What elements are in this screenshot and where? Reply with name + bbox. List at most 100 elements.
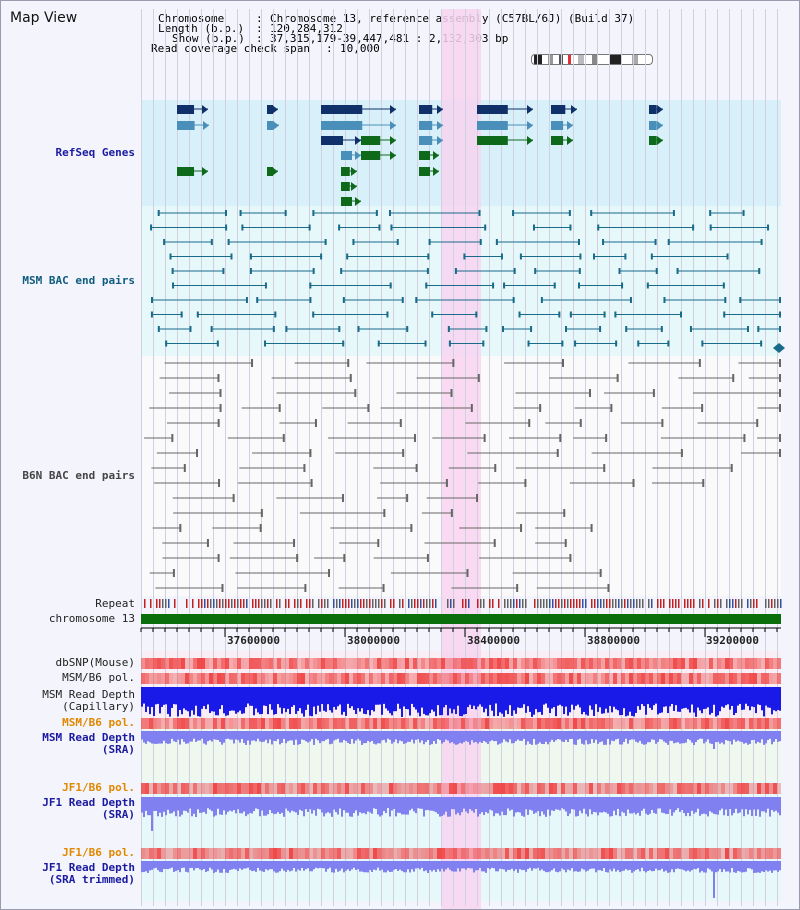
snp-density-segment: [537, 673, 541, 684]
read-depth-bar: [771, 861, 773, 873]
read-depth-bar: [483, 731, 485, 741]
repeat-feature: [684, 599, 686, 608]
read-depth-bar: [353, 861, 355, 868]
msm-bac-end: [482, 340, 485, 347]
read-depth-bar: [203, 797, 205, 812]
repeat-feature: [237, 599, 239, 608]
repeat-feature: [213, 599, 215, 608]
read-depth-bar: [643, 861, 645, 872]
msm-bac-end: [593, 253, 596, 260]
read-depth-bar: [661, 687, 663, 713]
snp-density-segment: [397, 658, 401, 669]
read-depth-bar: [475, 731, 477, 742]
read-depth-bar: [591, 861, 593, 869]
msm-bac-end: [519, 253, 522, 260]
read-depth-bar: [759, 861, 761, 873]
snp-density-segment: [309, 783, 313, 794]
snp-density-segment: [537, 783, 541, 794]
snp-density-segment: [513, 673, 517, 684]
snp-density-segment: [449, 658, 453, 669]
gene-strand-arrow: [351, 167, 357, 176]
snp-density-segment: [737, 783, 741, 794]
repeat-feature: [360, 599, 362, 608]
snp-density-segment: [329, 658, 333, 669]
read-depth-bar: [317, 687, 319, 706]
read-depth-bar: [465, 861, 467, 870]
snp-density-segment: [521, 658, 525, 669]
msm-bac-end: [249, 253, 252, 260]
snp-density-segment: [745, 783, 749, 794]
read-depth-bar: [263, 731, 265, 742]
snp-density-segment: [669, 783, 673, 794]
read-depth-bar: [587, 861, 589, 871]
read-depth-bar: [279, 731, 281, 745]
snp-density-segment: [661, 848, 665, 859]
msm-bac-end: [624, 253, 627, 260]
read-depth-bar: [385, 861, 387, 873]
snp-density-segment: [465, 783, 469, 794]
read-depth-bar: [701, 797, 703, 815]
snp-density-segment: [429, 848, 433, 859]
read-depth-bar: [523, 687, 525, 705]
read-depth-bar: [251, 861, 253, 872]
snp-density-segment: [253, 658, 257, 669]
read-depth-bar: [177, 797, 179, 811]
b6n-bac-end: [217, 554, 220, 562]
read-depth-bar: [447, 861, 449, 868]
read-depth-bar: [527, 797, 529, 815]
snp-density-segment: [161, 718, 165, 729]
snp-density-segment: [389, 783, 393, 794]
read-depth-bar: [511, 797, 513, 810]
msm-bac-end: [692, 224, 695, 231]
read-depth-bar: [591, 731, 593, 740]
repeat-feature: [327, 599, 329, 608]
read-depth-bar: [357, 687, 359, 709]
read-depth-bar: [629, 731, 631, 740]
snp-density-segment: [493, 718, 497, 729]
read-depth-bar: [423, 687, 425, 714]
snp-density-segment: [629, 673, 633, 684]
snp-density-segment: [441, 783, 445, 794]
read-depth-bar: [409, 731, 411, 742]
snp-density-segment: [473, 673, 477, 684]
snp-density-segment: [641, 848, 645, 859]
read-depth-bar: [373, 797, 375, 809]
read-depth-bar: [303, 687, 305, 717]
snp-density-segment: [545, 848, 549, 859]
snp-density-segment: [673, 658, 677, 669]
read-depth-bar: [675, 797, 677, 811]
capillary-sublabel: (Capillary): [62, 700, 135, 713]
snp-density-segment: [541, 718, 545, 729]
snp-density-segment: [289, 783, 293, 794]
repeat-feature: [489, 599, 491, 608]
repeat-feature: [546, 599, 548, 608]
read-depth-bar: [367, 861, 369, 873]
read-depth-bar: [377, 797, 379, 815]
snp-density-segment: [593, 673, 597, 684]
read-depth-bar: [651, 797, 653, 810]
read-depth-bar: [381, 797, 383, 816]
read-depth-bar: [703, 687, 705, 710]
read-depth-bar: [333, 687, 335, 707]
read-depth-bar: [657, 861, 659, 871]
repeat-feature: [414, 599, 416, 608]
b6n-bac-end: [652, 389, 655, 397]
read-depth-bar: [709, 687, 711, 715]
gene-exon: [321, 136, 343, 145]
read-depth-bar: [237, 731, 239, 741]
colon-4: :: [326, 42, 333, 55]
snp-density-segment: [437, 673, 441, 684]
msm-bac-end: [637, 340, 640, 347]
repeat-feature: [174, 599, 176, 608]
read-depth-bar: [525, 797, 527, 810]
snp-density-segment: [261, 673, 265, 684]
snp-density-segment: [393, 848, 397, 859]
snp-density-segment: [601, 673, 605, 684]
read-depth-bar: [203, 731, 205, 744]
msm-bac-end: [602, 239, 605, 245]
read-depth-bar: [457, 797, 459, 813]
snp-density-segment: [441, 718, 445, 729]
snp-density-segment: [289, 848, 293, 859]
read-depth-bar: [725, 687, 727, 706]
